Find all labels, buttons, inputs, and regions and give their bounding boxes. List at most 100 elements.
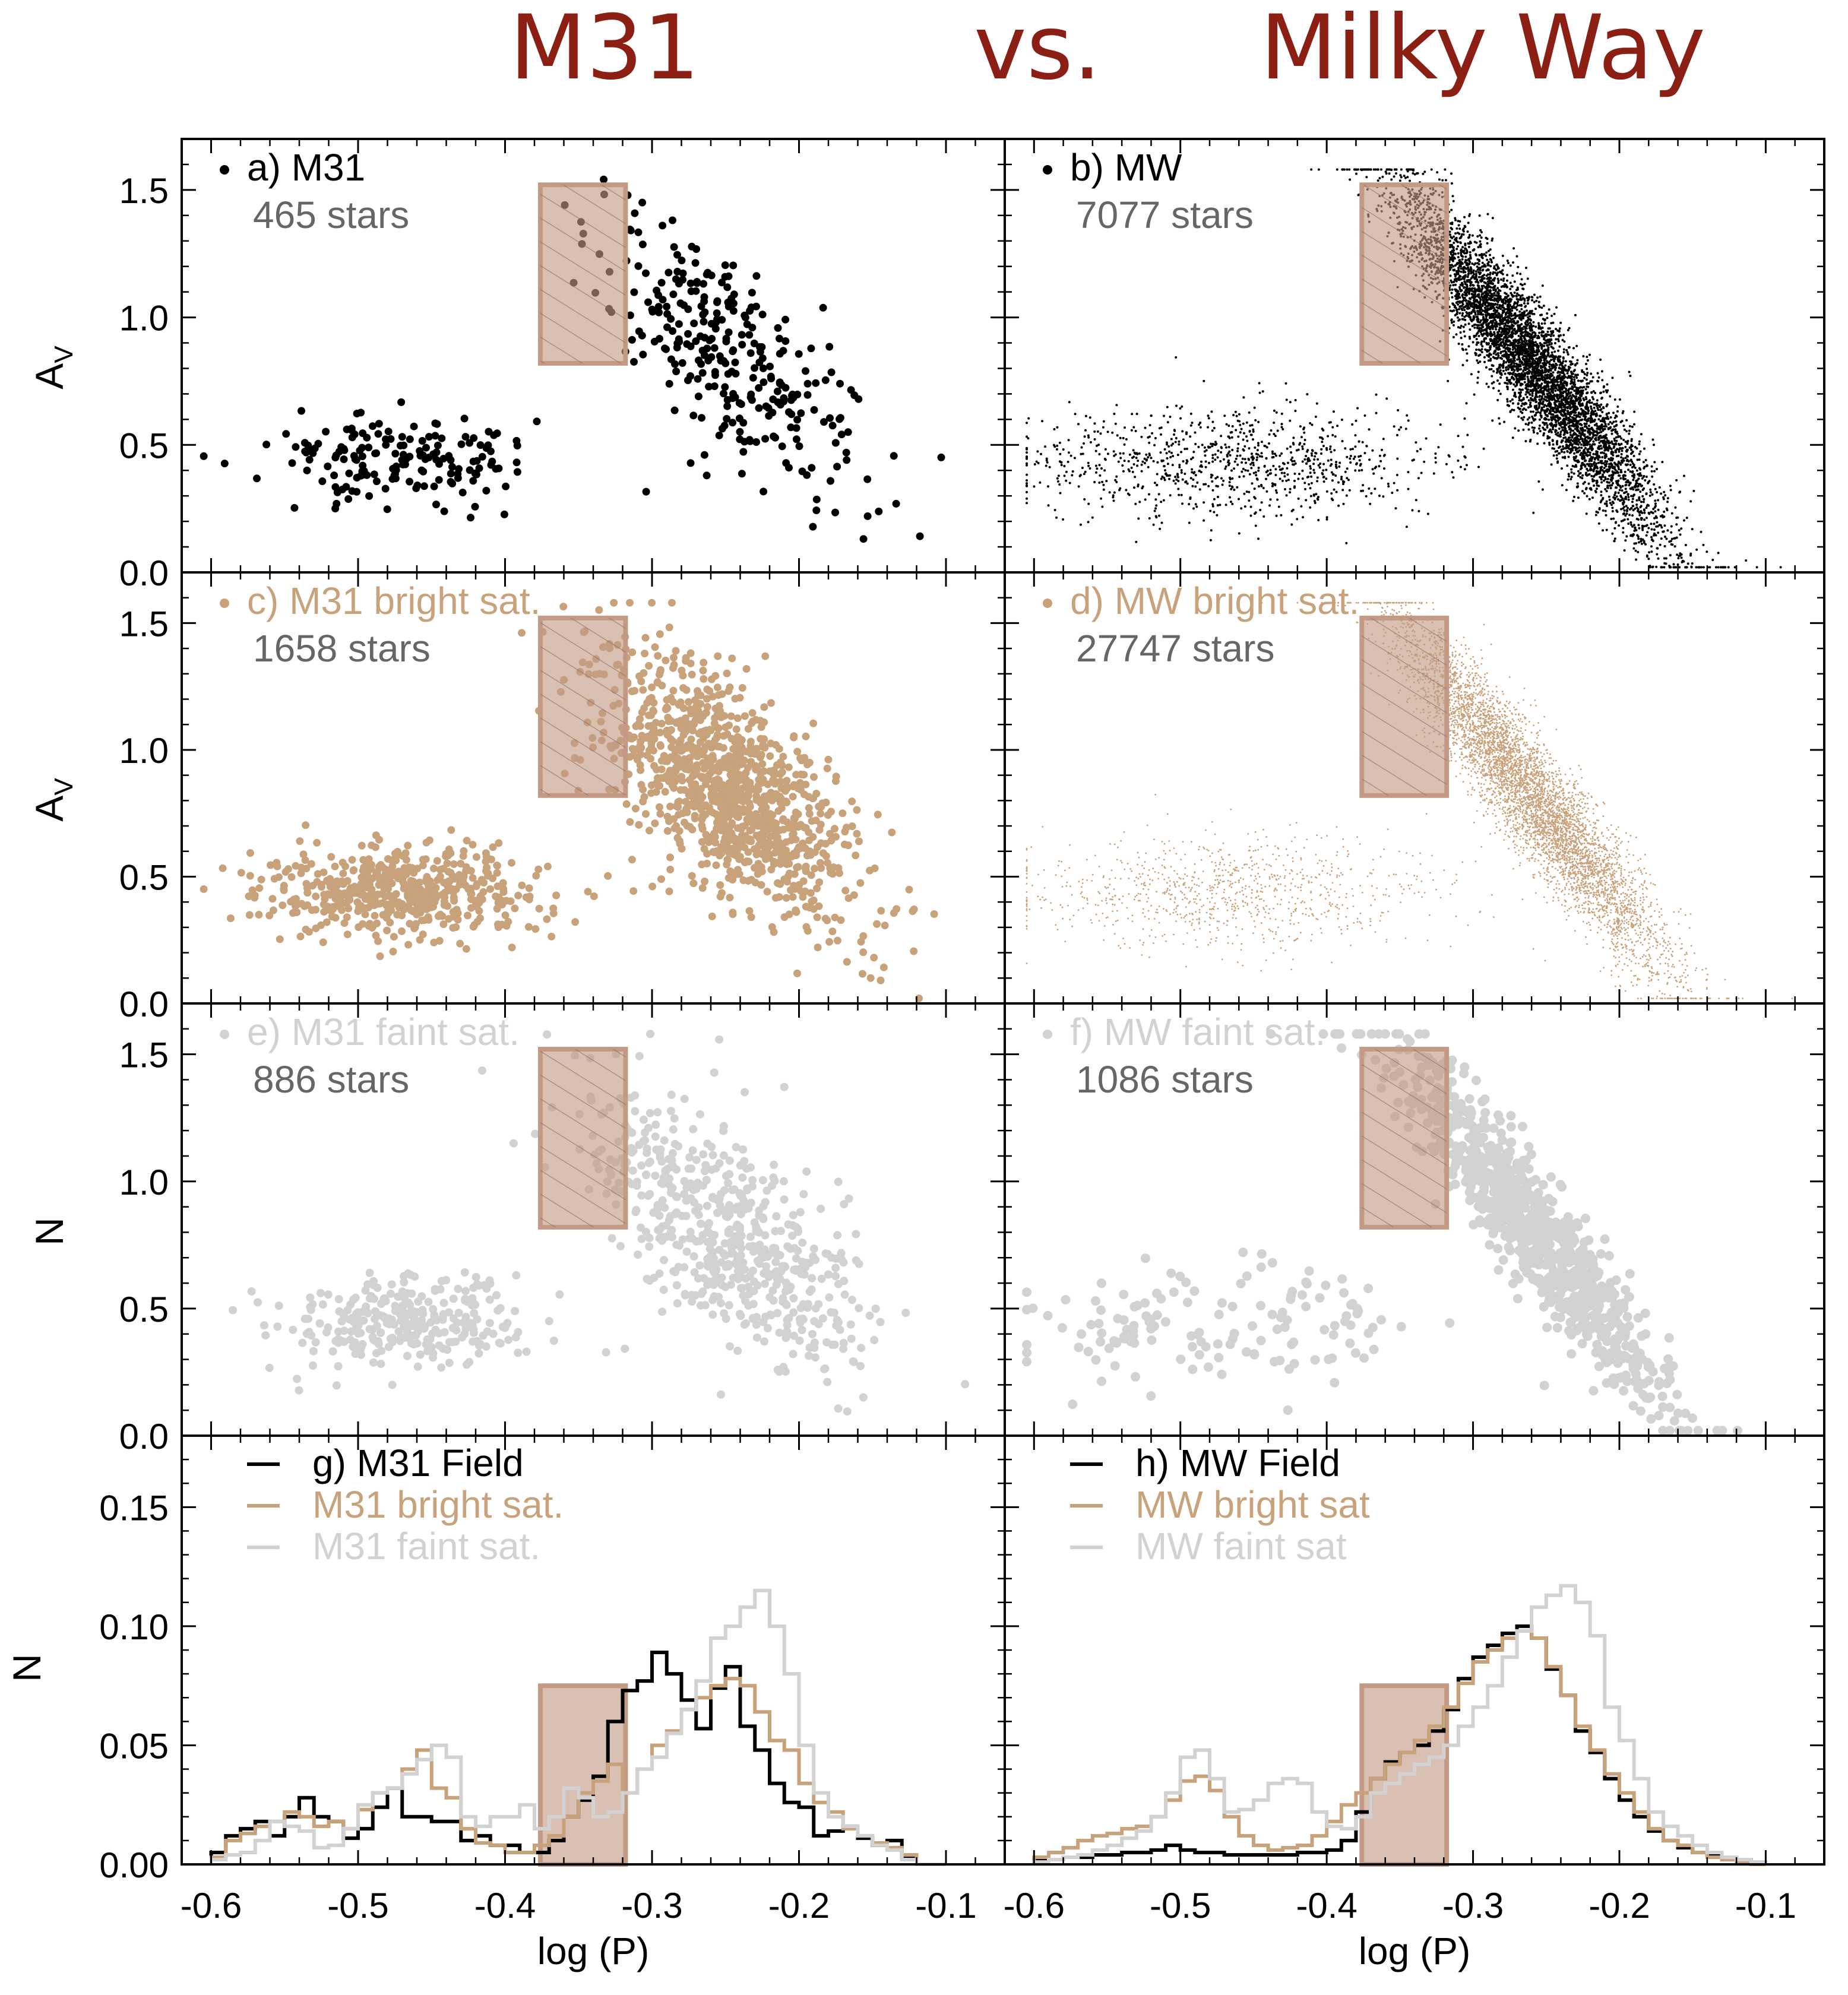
data-point bbox=[1227, 459, 1230, 462]
data-point bbox=[1611, 376, 1614, 379]
data-point bbox=[343, 425, 351, 433]
data-point bbox=[1656, 491, 1659, 493]
data-point bbox=[1026, 482, 1028, 484]
data-point bbox=[1483, 356, 1486, 359]
data-point bbox=[369, 422, 376, 430]
data-point bbox=[1273, 452, 1276, 455]
data-point bbox=[698, 346, 707, 354]
data-point bbox=[1489, 254, 1491, 256]
data-point bbox=[650, 337, 659, 346]
data-point bbox=[1572, 370, 1575, 373]
data-point bbox=[1166, 406, 1169, 408]
data-point bbox=[1575, 376, 1578, 379]
data-point bbox=[1457, 459, 1460, 462]
data-point bbox=[1213, 427, 1216, 429]
data-point bbox=[831, 508, 839, 517]
data-point bbox=[1503, 325, 1506, 328]
data-point bbox=[1570, 471, 1573, 474]
data-point bbox=[669, 290, 678, 299]
data-point bbox=[1335, 466, 1338, 469]
data-point bbox=[1650, 545, 1653, 548]
data-point bbox=[1518, 338, 1521, 341]
data-point bbox=[1476, 235, 1479, 238]
data-point bbox=[1220, 451, 1223, 454]
data-point bbox=[1596, 372, 1599, 375]
data-point bbox=[1398, 179, 1401, 182]
data-point bbox=[352, 456, 360, 464]
data-point bbox=[1502, 366, 1505, 369]
data-point bbox=[1553, 368, 1556, 371]
data-point bbox=[842, 448, 850, 457]
data-point bbox=[1423, 460, 1426, 463]
data-point bbox=[1140, 470, 1143, 473]
data-point bbox=[1571, 356, 1574, 359]
data-point bbox=[1267, 474, 1270, 477]
data-point bbox=[421, 455, 429, 463]
data-point bbox=[1574, 448, 1577, 451]
data-point bbox=[776, 350, 784, 358]
data-point bbox=[391, 449, 400, 458]
data-point bbox=[1175, 404, 1178, 407]
legend-marker bbox=[220, 165, 229, 175]
data-point bbox=[1467, 245, 1470, 248]
data-point bbox=[1497, 354, 1500, 357]
data-point bbox=[703, 471, 711, 480]
data-point bbox=[500, 510, 508, 518]
data-point bbox=[1312, 493, 1315, 496]
data-point bbox=[692, 245, 701, 253]
data-point bbox=[1615, 420, 1618, 423]
data-point bbox=[1466, 230, 1469, 233]
data-point bbox=[1635, 469, 1638, 472]
star-count: 465 stars bbox=[253, 194, 409, 236]
data-point bbox=[1702, 543, 1705, 546]
data-point bbox=[1235, 457, 1238, 460]
data-point bbox=[1526, 299, 1529, 302]
data-point bbox=[1172, 479, 1175, 482]
data-point bbox=[1327, 459, 1330, 462]
data-point bbox=[1674, 506, 1677, 509]
data-point bbox=[1454, 275, 1457, 278]
data-point bbox=[1174, 441, 1177, 444]
data-point bbox=[738, 331, 746, 339]
data-point bbox=[1577, 451, 1580, 454]
data-point bbox=[937, 453, 945, 461]
data-point bbox=[1245, 421, 1248, 424]
data-point bbox=[1251, 482, 1254, 485]
data-point bbox=[1680, 556, 1683, 559]
y-tick-label: 0.5 bbox=[119, 426, 169, 466]
data-point bbox=[1627, 468, 1630, 471]
data-point bbox=[1530, 410, 1532, 413]
data-point bbox=[1483, 340, 1486, 343]
data-point bbox=[1617, 435, 1620, 438]
data-point bbox=[1242, 422, 1245, 425]
data-point bbox=[1600, 494, 1603, 497]
data-point bbox=[1480, 276, 1483, 278]
data-point bbox=[723, 396, 732, 404]
data-point bbox=[1463, 455, 1466, 458]
data-point bbox=[1663, 490, 1666, 493]
data-point bbox=[1171, 464, 1174, 467]
data-point bbox=[1214, 444, 1217, 446]
data-point bbox=[1275, 454, 1277, 457]
data-point bbox=[1570, 468, 1573, 471]
data-point bbox=[1138, 501, 1141, 504]
data-point bbox=[1656, 547, 1659, 550]
data-point bbox=[748, 289, 756, 297]
data-point bbox=[700, 318, 708, 326]
data-point bbox=[1558, 327, 1561, 330]
data-point bbox=[1602, 417, 1605, 420]
data-point bbox=[648, 308, 657, 316]
data-point bbox=[1113, 413, 1116, 415]
data-point bbox=[1561, 439, 1564, 442]
data-point bbox=[1341, 489, 1344, 492]
data-point bbox=[1208, 446, 1211, 449]
data-point bbox=[1644, 459, 1647, 461]
data-point bbox=[698, 369, 707, 377]
data-point bbox=[1581, 452, 1584, 455]
data-point bbox=[1485, 269, 1488, 272]
data-point bbox=[774, 324, 782, 332]
data-point bbox=[1599, 444, 1602, 447]
data-point bbox=[675, 320, 683, 328]
data-point bbox=[1663, 566, 1666, 569]
data-point bbox=[1292, 436, 1295, 439]
